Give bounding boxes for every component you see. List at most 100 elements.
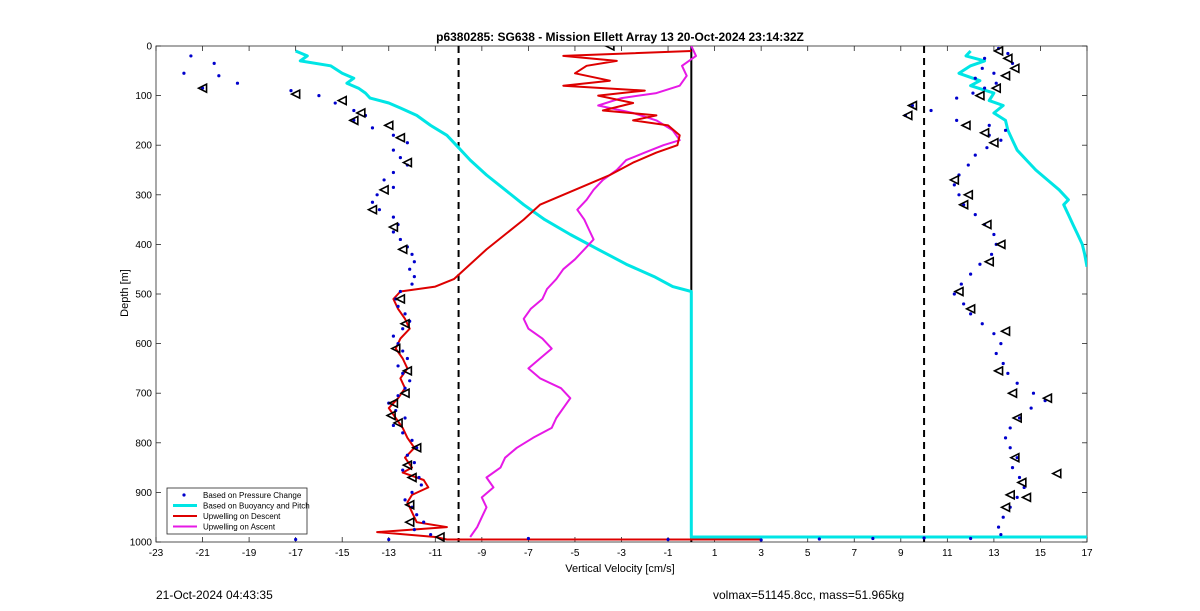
- descent-marker: [385, 410, 396, 421]
- pressure-change-point: [317, 94, 321, 98]
- legend-label: Upwelling on Descent: [203, 512, 281, 521]
- x-tick-label: -15: [335, 548, 350, 559]
- pressure-change-point: [391, 148, 396, 152]
- descent-marker: [401, 365, 413, 377]
- pressure-change-point: [966, 163, 970, 167]
- pressure-change-point: [412, 275, 416, 279]
- x-tick-label: -23: [149, 548, 164, 559]
- pressure-change-point: [375, 193, 379, 197]
- pressure-change-point: [412, 260, 416, 264]
- x-axis-label: Vertical Velocity [cm/s]: [565, 563, 674, 575]
- pressure-change-point: [410, 490, 414, 494]
- legend-swatch-points: [182, 493, 186, 497]
- ascent-marker: [981, 219, 992, 230]
- descent-marker: [434, 531, 445, 542]
- x-tick-label: 1: [712, 548, 718, 559]
- pressure-change-point: [952, 183, 956, 187]
- pressure-change-point: [992, 232, 996, 237]
- pressure-change-point: [982, 86, 987, 90]
- descent-marker: [403, 516, 415, 528]
- descent-marker: [387, 221, 399, 233]
- descent-marker: [348, 115, 359, 126]
- pressure-change-point: [410, 438, 414, 442]
- pressure-change-point: [396, 364, 400, 368]
- pressure-change-point: [994, 81, 998, 85]
- x-tick-label: 15: [1035, 548, 1047, 559]
- x-tick-label: -13: [382, 548, 397, 559]
- ascent-marker: [1006, 387, 1018, 399]
- footer-volmax-mass: volmax=51145.8cc, mass=51.965kg: [713, 588, 905, 602]
- plot-frame: [155, 45, 1088, 543]
- pressure-change-point: [1015, 381, 1019, 385]
- pressure-change-point: [405, 453, 409, 457]
- descent-marker: [389, 343, 401, 354]
- pressure-change-point: [382, 178, 386, 182]
- pressure-change-point: [817, 537, 821, 541]
- legend: Based on Pressure Change Based on Buoyanc…: [166, 487, 310, 535]
- pressure-change-point: [401, 468, 405, 472]
- ascent-marker: [953, 286, 964, 297]
- x-tick-label: -5: [570, 548, 579, 559]
- pressure-change-point: [1015, 456, 1019, 460]
- pressure-change-point: [396, 394, 400, 398]
- pressure-change-point: [1001, 515, 1005, 519]
- pressure-change-point: [412, 528, 416, 532]
- pressure-change-point: [969, 312, 973, 316]
- pressure-change-point: [401, 349, 405, 353]
- y-tick-label: 400: [135, 240, 152, 251]
- ascent-marker: [999, 70, 1011, 82]
- descent-marker: [401, 157, 413, 168]
- x-tick-label: 13: [988, 548, 1000, 559]
- x-tick-label: 9: [898, 548, 904, 559]
- pressure-change-point: [398, 289, 402, 294]
- pressure-change-point: [989, 252, 994, 256]
- upwelling-ascent-line: [469, 46, 697, 538]
- pressure-change-point: [294, 537, 298, 542]
- pressure-change-point: [959, 282, 963, 286]
- descent-marker: [382, 120, 394, 131]
- descent-marker: [392, 417, 403, 429]
- pressure-change-point: [403, 416, 407, 420]
- descent-marker: [355, 107, 366, 119]
- pressure-change-point: [403, 386, 407, 390]
- descent-marker: [401, 459, 413, 471]
- pressure-change-point: [996, 525, 1001, 529]
- descent-marker: [394, 293, 406, 305]
- footer-timestamp: 21-Oct-2024 04:43:35: [156, 588, 273, 602]
- pressure-change-point: [969, 536, 973, 541]
- ascent-marker: [999, 501, 1011, 513]
- ascent-marker: [990, 82, 1002, 94]
- y-tick-label: 600: [135, 339, 152, 350]
- ascent-marker: [999, 325, 1011, 337]
- x-tick-label: -17: [288, 548, 303, 559]
- pressure-change-point: [759, 538, 763, 542]
- x-tick-label: -19: [242, 548, 257, 559]
- pressure-change-point: [417, 475, 421, 480]
- pressure-change-point: [415, 513, 419, 517]
- ascent-marker: [1004, 489, 1015, 501]
- pressure-change-point: [1003, 128, 1008, 132]
- ascent-marker: [901, 110, 913, 121]
- pressure-change-point: [952, 292, 956, 296]
- pressure-change-point: [410, 252, 414, 256]
- pressure-change-point: [971, 91, 975, 95]
- descent-marker: [410, 442, 422, 454]
- ascent-marker: [995, 239, 1006, 250]
- pressure-change-point: [973, 153, 977, 157]
- pressure-change-point: [352, 108, 356, 113]
- pressure-change-point: [955, 118, 959, 122]
- ascent-marker: [1002, 53, 1013, 64]
- y-tick-label: 700: [135, 389, 152, 400]
- descent-marker: [403, 499, 415, 511]
- pressure-change-point: [391, 170, 396, 175]
- pressure-change-point: [405, 356, 409, 361]
- axes: -23 -21 -19 -17 -15 -13 -11 -9 -7 -5 -3 -1 1 3 5 7 9 11 13…: [130, 42, 1093, 560]
- ascent-marker: [964, 303, 976, 315]
- y-tick-label: 500: [135, 290, 152, 301]
- pressure-change-point: [289, 89, 293, 93]
- pressure-change-point: [969, 272, 973, 276]
- pressure-change-point: [391, 185, 396, 189]
- y-tick-label: 1000: [130, 538, 153, 549]
- descent-marker: [396, 244, 408, 255]
- descent-marker: [406, 472, 417, 483]
